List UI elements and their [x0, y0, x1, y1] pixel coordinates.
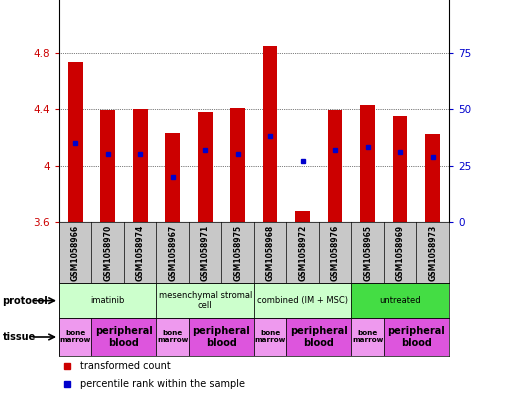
Bar: [254, 318, 286, 356]
Bar: [68, 62, 83, 222]
Bar: [425, 134, 440, 222]
Text: imatinib: imatinib: [90, 296, 125, 305]
Bar: [91, 318, 156, 356]
Bar: [263, 46, 278, 222]
Bar: [295, 211, 310, 222]
Text: tissue: tissue: [3, 332, 36, 342]
Text: GSM1058976: GSM1058976: [331, 224, 340, 281]
Text: peripheral
blood: peripheral blood: [290, 326, 348, 348]
Bar: [328, 110, 343, 222]
Text: GSM1058966: GSM1058966: [71, 224, 80, 281]
Text: GSM1058974: GSM1058974: [136, 224, 145, 281]
Bar: [393, 116, 407, 222]
Text: untreated: untreated: [379, 296, 421, 305]
Text: protocol: protocol: [3, 296, 48, 306]
Text: bone
marrow: bone marrow: [157, 331, 188, 343]
Text: peripheral
blood: peripheral blood: [95, 326, 153, 348]
Text: GSM1058975: GSM1058975: [233, 224, 242, 281]
Bar: [101, 110, 115, 222]
Bar: [351, 318, 384, 356]
Text: GSM1058968: GSM1058968: [266, 224, 274, 281]
Text: mesenchymal stromal
cell: mesenchymal stromal cell: [159, 291, 252, 310]
Text: GSM1058972: GSM1058972: [298, 224, 307, 281]
Text: combined (IM + MSC): combined (IM + MSC): [257, 296, 348, 305]
Bar: [133, 109, 148, 222]
Text: bone
marrow: bone marrow: [254, 331, 286, 343]
Text: GSM1058973: GSM1058973: [428, 224, 437, 281]
Text: GSM1058967: GSM1058967: [168, 224, 177, 281]
Bar: [156, 283, 254, 318]
Text: peripheral
blood: peripheral blood: [387, 326, 445, 348]
Bar: [189, 318, 254, 356]
Bar: [198, 112, 212, 222]
Text: GSM1058971: GSM1058971: [201, 224, 210, 281]
Bar: [351, 283, 449, 318]
Text: transformed count: transformed count: [81, 361, 171, 371]
Bar: [360, 105, 375, 222]
Text: GSM1058970: GSM1058970: [103, 224, 112, 281]
Text: GSM1058965: GSM1058965: [363, 224, 372, 281]
Bar: [254, 283, 351, 318]
Bar: [156, 318, 189, 356]
Bar: [59, 318, 91, 356]
Bar: [286, 318, 351, 356]
Text: GSM1058969: GSM1058969: [396, 224, 405, 281]
Bar: [165, 133, 180, 222]
Text: percentile rank within the sample: percentile rank within the sample: [81, 379, 245, 389]
Text: peripheral
blood: peripheral blood: [192, 326, 250, 348]
Text: bone
marrow: bone marrow: [60, 331, 91, 343]
Bar: [59, 283, 156, 318]
Bar: [384, 318, 449, 356]
Text: bone
marrow: bone marrow: [352, 331, 383, 343]
Bar: [230, 108, 245, 222]
